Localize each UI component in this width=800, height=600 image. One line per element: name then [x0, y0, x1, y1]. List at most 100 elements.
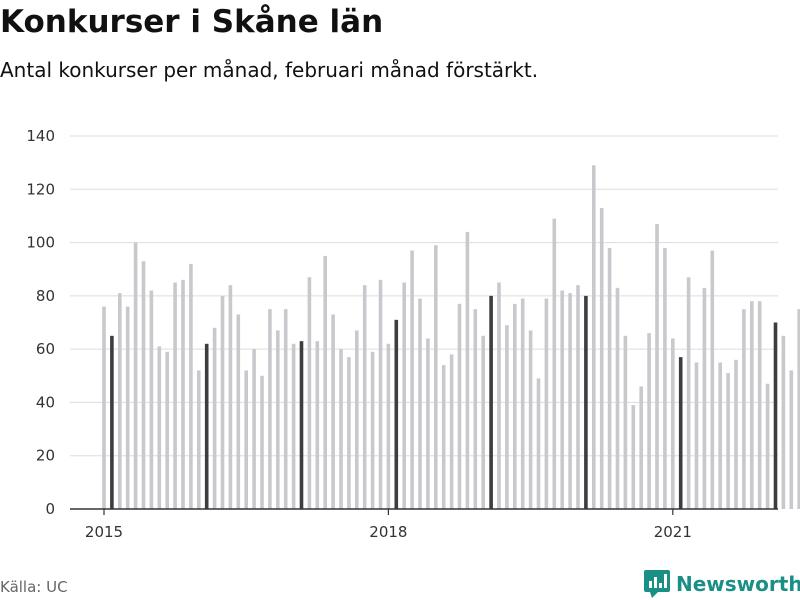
bar	[299, 341, 304, 509]
bar	[434, 245, 438, 510]
bar	[726, 373, 730, 509]
x-tick-label: 2021	[654, 523, 692, 541]
bar	[639, 386, 643, 509]
bar	[671, 338, 675, 509]
x-tick-label: 2015	[85, 523, 123, 541]
bar	[536, 378, 541, 509]
y-tick-label: 100	[26, 234, 55, 252]
grid-lines	[70, 135, 778, 457]
bar	[750, 301, 754, 509]
bar	[702, 287, 707, 509]
bar	[370, 351, 375, 509]
bar	[189, 263, 193, 509]
bar	[615, 287, 620, 509]
bar	[520, 298, 525, 509]
bar	[781, 335, 786, 509]
bar	[544, 298, 549, 509]
bar	[362, 285, 367, 509]
bar	[718, 362, 722, 509]
bar	[647, 333, 651, 509]
bar	[560, 290, 564, 509]
bar	[260, 375, 264, 509]
bar	[386, 343, 391, 509]
bar	[457, 303, 462, 509]
bar	[592, 165, 596, 509]
bar	[110, 335, 114, 509]
bar	[655, 223, 659, 510]
bar	[513, 303, 517, 509]
bar	[418, 298, 422, 509]
bar	[339, 349, 343, 509]
bar	[331, 314, 335, 509]
bar	[426, 338, 430, 509]
y-tick-label: 20	[36, 447, 55, 465]
source-note: Källa: UC	[0, 578, 68, 596]
bar	[607, 247, 612, 509]
bar	[734, 359, 738, 509]
bar	[118, 293, 122, 509]
bar	[773, 322, 778, 509]
bar	[505, 325, 509, 509]
bar	[133, 242, 138, 509]
y-tick-label: 140	[26, 127, 55, 145]
bar	[197, 370, 201, 509]
y-tick-label: 80	[36, 287, 55, 305]
bar	[291, 343, 296, 509]
bar	[797, 309, 800, 509]
bar	[410, 250, 414, 509]
bar	[394, 319, 399, 509]
bar	[307, 277, 312, 509]
bar	[315, 341, 320, 509]
newsworthy-logo-icon	[644, 570, 670, 598]
bar	[631, 405, 636, 509]
bar	[678, 357, 683, 509]
bar	[481, 335, 485, 509]
bar	[599, 207, 604, 509]
bar	[141, 261, 146, 509]
bar	[576, 285, 580, 509]
bar	[378, 279, 383, 509]
bar	[528, 330, 533, 509]
bar	[552, 218, 557, 509]
bar	[102, 306, 106, 509]
bar	[449, 354, 454, 509]
bar	[165, 351, 169, 509]
y-tick-label: 60	[36, 340, 55, 358]
bar	[686, 277, 691, 509]
x-tick-label: 2018	[369, 523, 407, 541]
bar	[441, 365, 446, 509]
bar	[355, 330, 359, 509]
bar	[497, 282, 501, 509]
bar	[181, 279, 185, 509]
bar	[489, 295, 493, 509]
bar	[473, 309, 478, 509]
bar	[584, 295, 588, 509]
bar	[157, 346, 162, 509]
bar	[173, 282, 177, 509]
brand: Newsworthy	[644, 570, 800, 598]
bar	[623, 335, 628, 509]
bar	[465, 231, 470, 509]
bar	[252, 349, 256, 509]
bar	[220, 295, 225, 509]
bar	[757, 301, 762, 509]
bar	[268, 309, 272, 509]
y-tick-label: 0	[45, 500, 55, 518]
chart-subtitle: Antal konkurser per månad, februari måna…	[0, 58, 539, 82]
bar	[204, 343, 209, 509]
y-tick-label: 120	[26, 180, 55, 198]
bar	[276, 330, 280, 509]
bar	[347, 357, 351, 509]
y-tick-label: 40	[36, 393, 55, 411]
bar	[710, 250, 715, 509]
bar	[742, 309, 746, 509]
bar	[402, 282, 406, 509]
bar	[125, 306, 130, 509]
bar	[663, 247, 667, 509]
axis	[70, 508, 778, 515]
bar	[694, 362, 699, 509]
bar	[765, 383, 770, 509]
bar	[236, 314, 241, 509]
bar	[228, 285, 233, 509]
